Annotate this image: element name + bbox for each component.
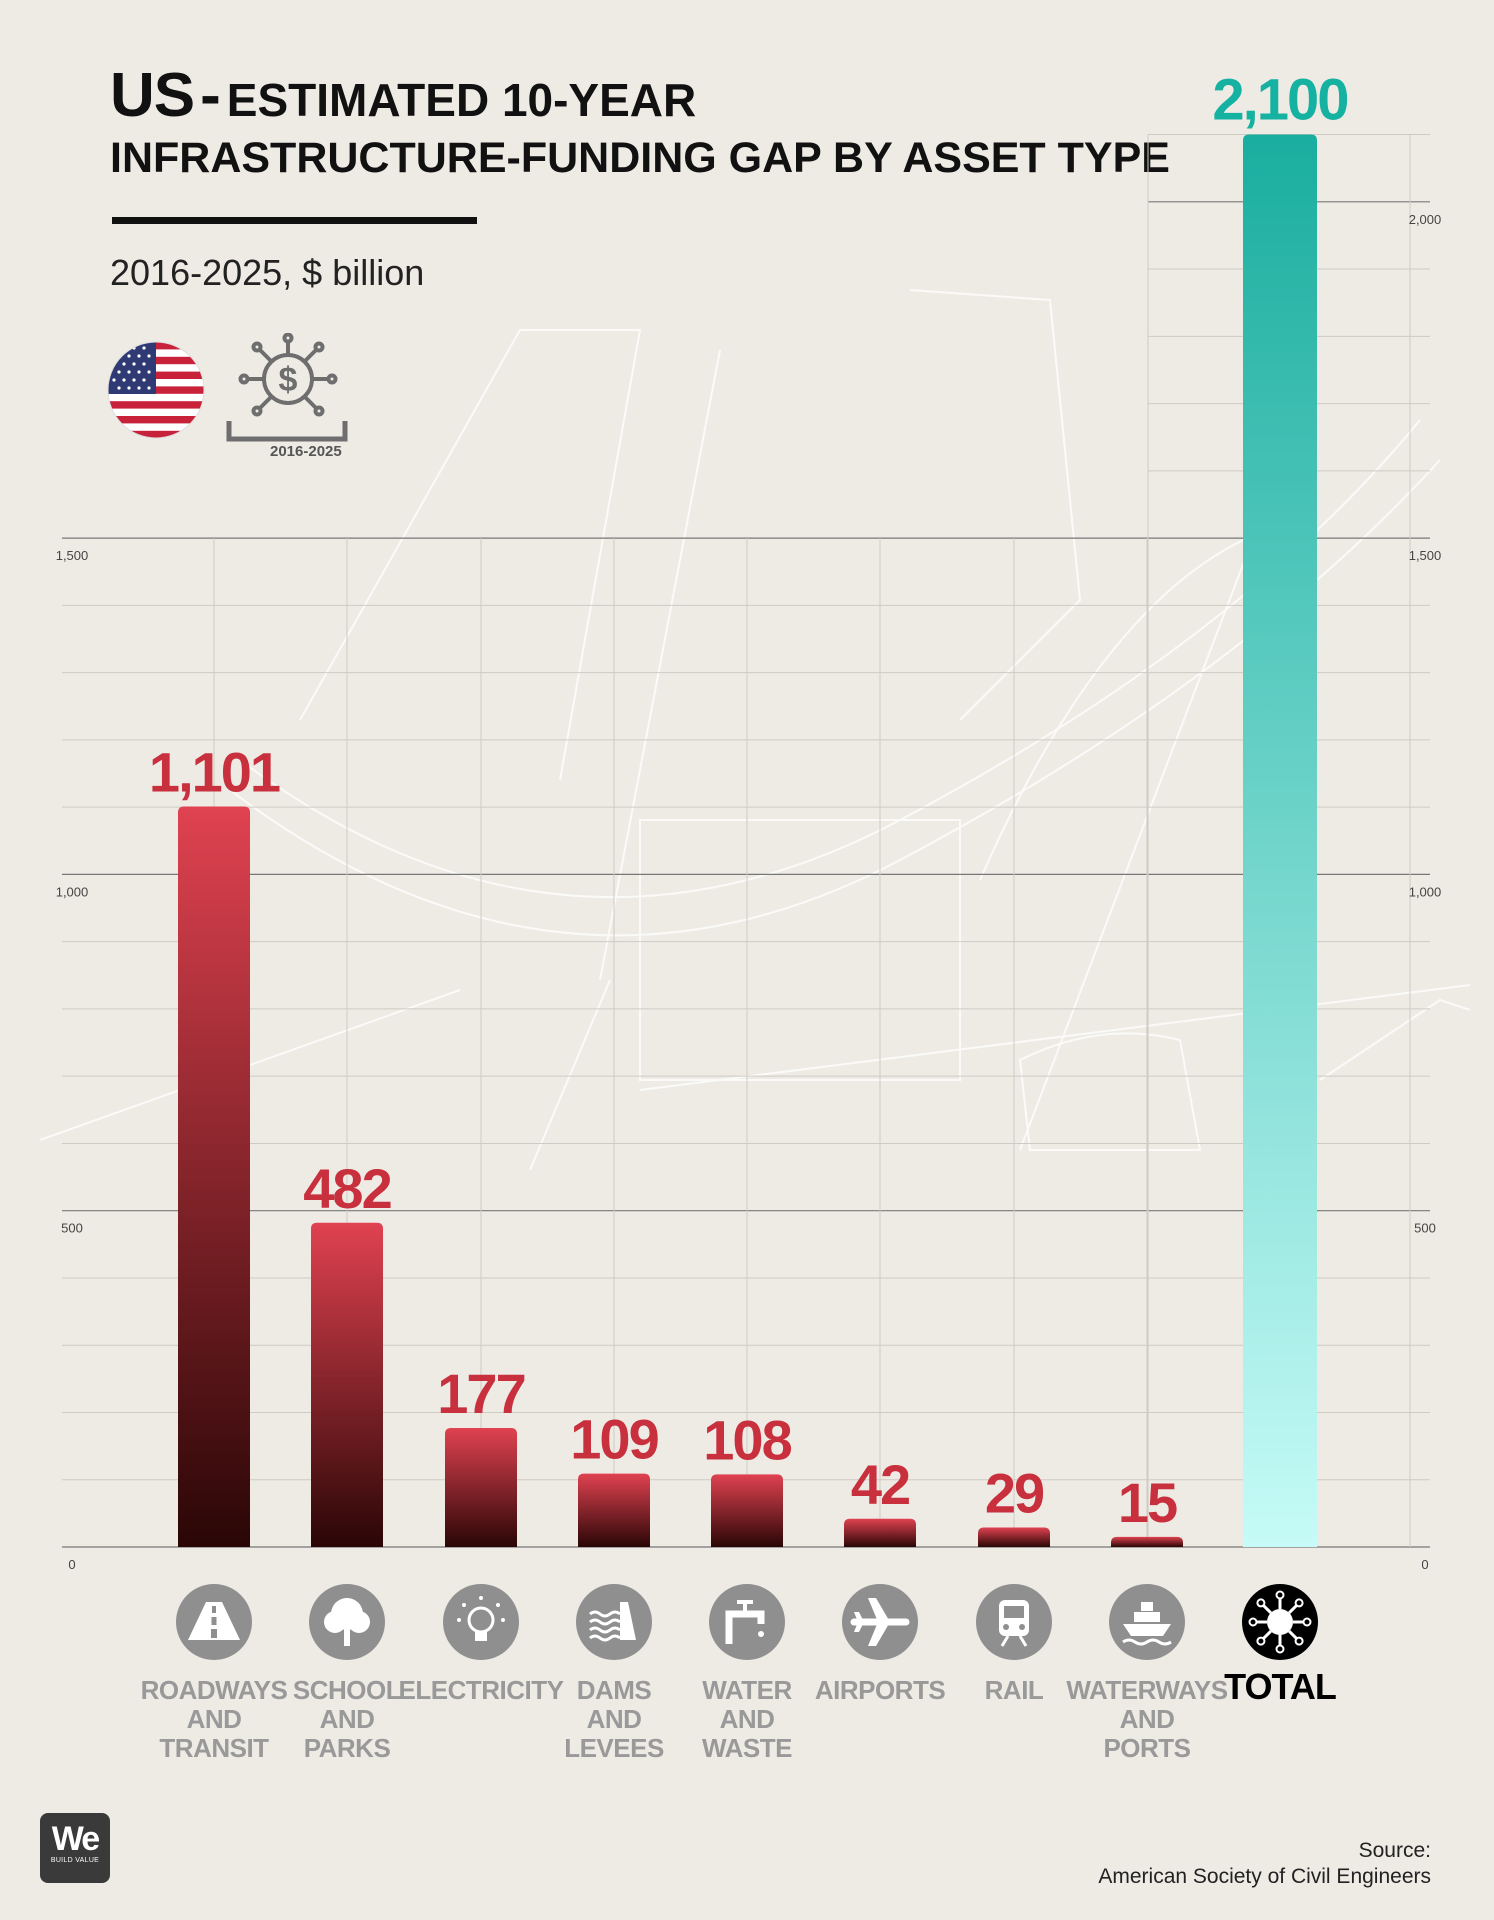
tree-icon bbox=[309, 1584, 385, 1660]
icon-caption: 2016-2025 bbox=[270, 443, 342, 460]
dam-icon bbox=[576, 1584, 652, 1660]
value-label: 177 bbox=[437, 1362, 524, 1425]
network-icon bbox=[1242, 1584, 1318, 1660]
y-tick-label-right: 1,500 bbox=[1409, 548, 1442, 563]
logo-subtext: BUILD VALUE bbox=[50, 1857, 100, 1864]
category-label: TOTAL bbox=[1224, 1666, 1336, 1707]
train-icon bbox=[976, 1584, 1052, 1660]
road-icon bbox=[176, 1584, 252, 1660]
y-tick-label-left: 1,500 bbox=[56, 548, 89, 563]
dollar-network-icon: $ bbox=[226, 332, 348, 442]
value-label: 1,101 bbox=[149, 740, 280, 803]
category-label: RAIL bbox=[985, 1675, 1044, 1705]
title-rest: ESTIMATED 10-YEAR bbox=[226, 74, 697, 126]
title-country: US bbox=[110, 61, 195, 130]
y-tick-label-left: 0 bbox=[68, 1557, 75, 1572]
page-title: US- ESTIMATED 10-YEAR bbox=[110, 60, 696, 131]
source-note: Source: American Society of Civil Engine… bbox=[1098, 1838, 1431, 1890]
source-text: American Society of Civil Engineers bbox=[1098, 1865, 1431, 1888]
category-label: DAMS AND LEVEES bbox=[564, 1675, 664, 1763]
y-axis-left: 0 500 1,000 1,500 bbox=[56, 548, 89, 1572]
y-tick-label-right: 2,000 bbox=[1409, 212, 1442, 227]
us-flag-icon bbox=[107, 341, 205, 439]
y-tick-label-left: 500 bbox=[61, 1221, 83, 1236]
title-dash: - bbox=[200, 61, 221, 130]
source-label: Source: bbox=[1358, 1839, 1431, 1862]
bar-total bbox=[1243, 134, 1317, 1547]
category-label: ROADWAYS AND TRANSIT bbox=[141, 1675, 288, 1763]
lightbulb-icon bbox=[443, 1584, 519, 1660]
bar-water-and-waste bbox=[711, 1474, 783, 1547]
y-tick-label-right: 1,000 bbox=[1409, 884, 1442, 899]
bar-dams-and-levees bbox=[578, 1473, 650, 1547]
value-label: 108 bbox=[703, 1408, 791, 1471]
svg-text:$: $ bbox=[279, 361, 298, 399]
title-underline bbox=[112, 217, 477, 224]
y-axis-right: 0 500 1,000 1,500 2,000 bbox=[1409, 212, 1442, 1572]
chart-grid bbox=[62, 134, 1430, 1548]
we-build-value-logo: We BUILD VALUE bbox=[40, 1813, 110, 1883]
bar-electricity bbox=[445, 1427, 517, 1547]
value-label: 109 bbox=[570, 1408, 658, 1471]
value-label: 29 bbox=[985, 1461, 1044, 1524]
ship-icon bbox=[1109, 1584, 1185, 1660]
y-tick-label-right: 500 bbox=[1414, 1221, 1436, 1236]
category-label: AIRPORTS bbox=[815, 1675, 946, 1705]
funding-gap-icon: $ 2016-2025 bbox=[224, 332, 350, 465]
subtitle: 2016-2025, $ billion bbox=[110, 252, 425, 293]
bars bbox=[178, 134, 1317, 1547]
bar-rail bbox=[978, 1527, 1050, 1547]
y-tick-label-right: 0 bbox=[1421, 1557, 1428, 1572]
airplane-icon bbox=[842, 1584, 918, 1660]
bar-airports bbox=[844, 1518, 916, 1547]
value-label: 482 bbox=[303, 1157, 390, 1220]
y-tick-label-left: 1,000 bbox=[56, 884, 89, 899]
category-label: WATER AND WASTE bbox=[702, 1675, 792, 1763]
value-label: 15 bbox=[1118, 1471, 1177, 1534]
category-label: WATERWAYS AND PORTS bbox=[1066, 1675, 1227, 1763]
title-line-2: INFRASTRUCTURE-FUNDING GAP BY ASSET TYPE bbox=[110, 134, 1170, 182]
value-labels: 1,101 482 177 109 108 42 29 15 2,100 bbox=[149, 68, 1350, 1534]
water-tap-icon bbox=[709, 1584, 785, 1660]
bar-roadways-and-transit bbox=[178, 806, 250, 1547]
category-label: SCHOOL AND PARKS bbox=[293, 1675, 402, 1763]
category-label: ELECTRICITY bbox=[399, 1675, 564, 1705]
logo-text: We bbox=[51, 1820, 100, 1858]
category-icons bbox=[176, 1584, 1318, 1660]
bar-school-and-parks bbox=[311, 1222, 383, 1547]
bar-waterways-and-ports bbox=[1111, 1536, 1183, 1547]
value-label: 2,100 bbox=[1212, 68, 1347, 133]
value-label: 42 bbox=[851, 1453, 909, 1516]
